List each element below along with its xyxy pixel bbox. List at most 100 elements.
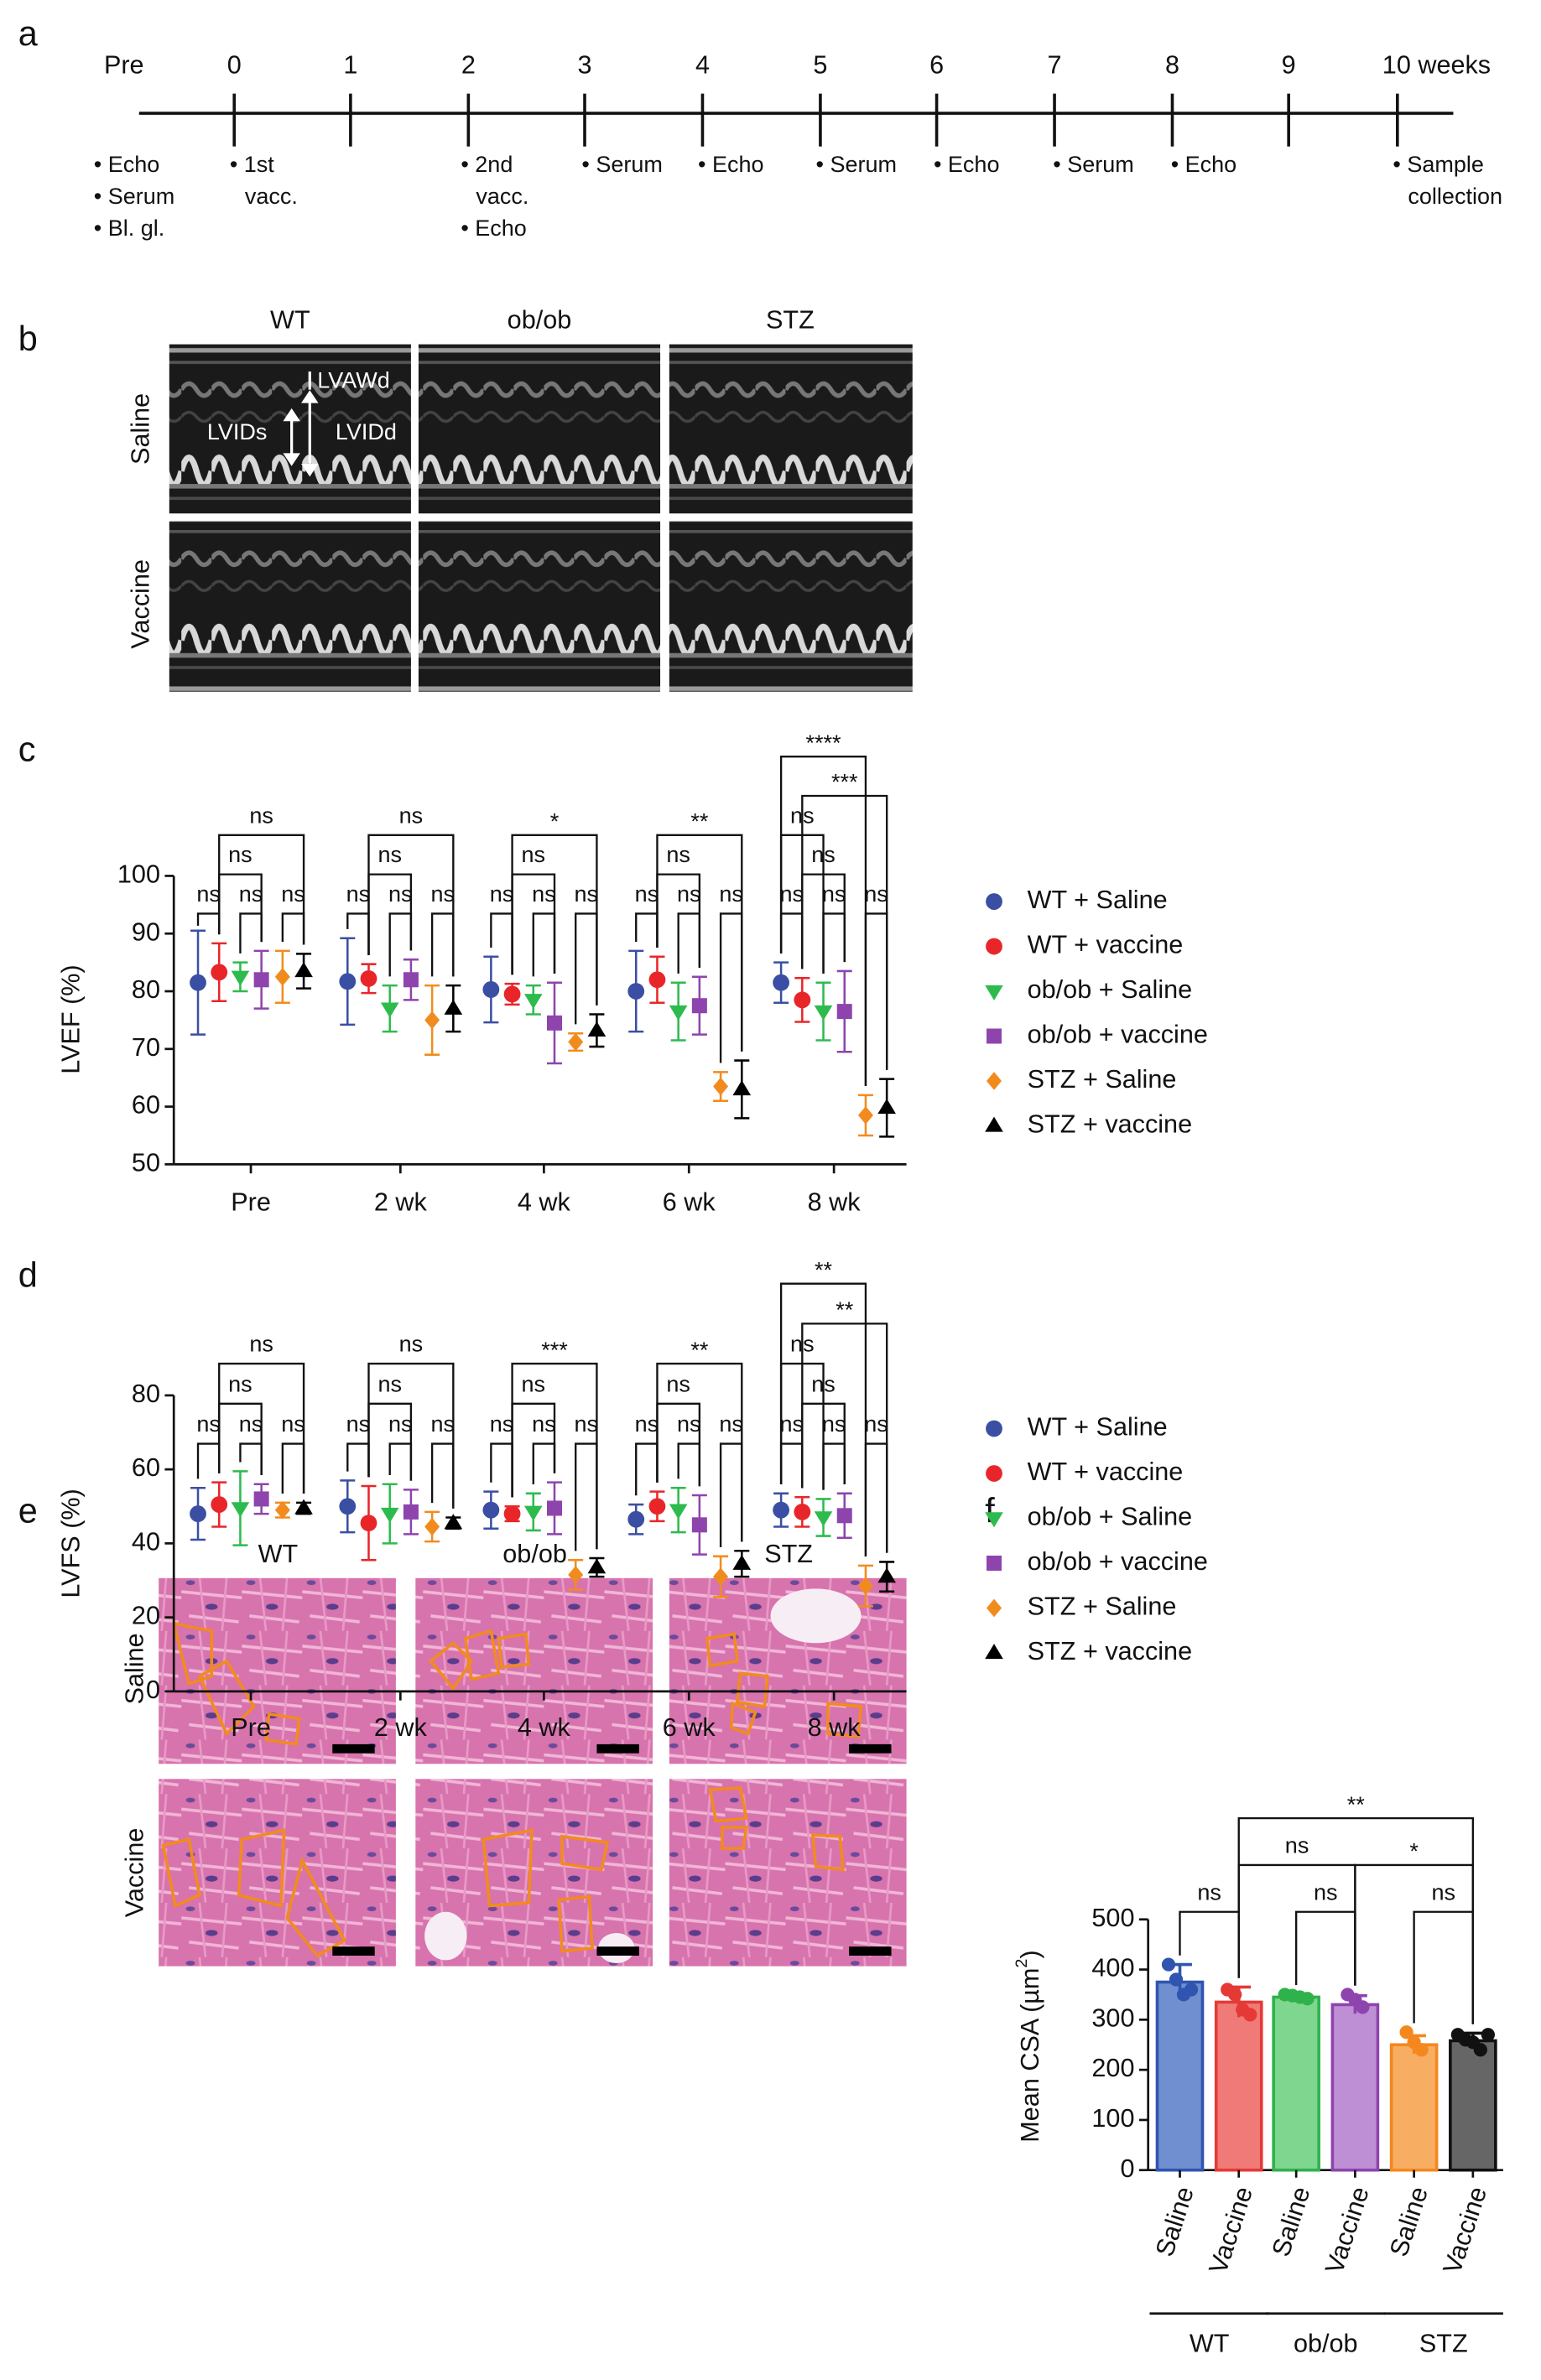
sig-bracket bbox=[532, 1442, 556, 1485]
sig-label: ns bbox=[779, 1411, 804, 1437]
y-tick-label: 0 bbox=[146, 1676, 160, 1704]
group-label: ob/ob bbox=[1294, 2330, 1358, 2358]
y-tick-label: 90 bbox=[132, 917, 160, 946]
column-label: ob/ob bbox=[502, 1540, 567, 1568]
marker bbox=[857, 1106, 873, 1125]
sig-label: ns bbox=[249, 1332, 273, 1357]
marker bbox=[211, 964, 228, 981]
marker bbox=[424, 1011, 440, 1030]
x-tick-label: Saline bbox=[1267, 2183, 1316, 2259]
sig-label: ns bbox=[377, 842, 402, 867]
sig-bracket bbox=[388, 1442, 413, 1481]
legend-label: WT + Saline bbox=[1028, 1413, 1168, 1442]
sig-label: * bbox=[1409, 1839, 1419, 1864]
marker bbox=[773, 974, 790, 991]
marker bbox=[190, 1505, 206, 1522]
marker bbox=[587, 1021, 607, 1037]
sig-label: ns bbox=[822, 1411, 846, 1437]
timeline-note: • 1st bbox=[230, 152, 274, 177]
sig-label: *** bbox=[541, 1338, 568, 1363]
sig-bracket bbox=[490, 1442, 513, 1498]
marker bbox=[482, 1501, 500, 1519]
data-point bbox=[1473, 2043, 1487, 2057]
sig-label: ns bbox=[228, 1371, 252, 1396]
timeline-note: • Serum bbox=[94, 184, 174, 209]
sig-label: ns bbox=[666, 842, 690, 867]
sig-bracket bbox=[1413, 1910, 1475, 2024]
y-tick-label: 100 bbox=[1091, 2104, 1134, 2133]
row-label: Vaccine bbox=[120, 1828, 148, 1918]
marker bbox=[339, 1498, 357, 1515]
echo-arrows bbox=[283, 371, 319, 477]
sig-label: ns bbox=[864, 1411, 888, 1437]
sig-label: **** bbox=[806, 730, 842, 756]
sig-label: ns bbox=[677, 1411, 701, 1437]
marker bbox=[231, 970, 250, 986]
marker bbox=[211, 1496, 228, 1513]
bar bbox=[1214, 2000, 1263, 2172]
legend-marker bbox=[985, 1512, 1003, 1528]
sig-label: ns bbox=[430, 1411, 455, 1437]
data-point bbox=[1228, 1988, 1242, 2002]
y-tick-label: 0 bbox=[1120, 2154, 1134, 2183]
panel-label: d bbox=[18, 1255, 38, 1294]
bar bbox=[1330, 2003, 1380, 2172]
marker bbox=[253, 972, 269, 988]
timeline-note: • Bl. gl. bbox=[94, 216, 164, 241]
panel-label: b bbox=[18, 320, 38, 358]
sig-bracket bbox=[779, 1442, 804, 1489]
sig-label: * bbox=[550, 809, 560, 834]
x-tick-label: 8 wk bbox=[808, 1713, 862, 1742]
sig-label: ns bbox=[249, 803, 273, 828]
sig-bracket bbox=[779, 1282, 867, 1557]
marker bbox=[482, 981, 500, 998]
marker bbox=[360, 969, 377, 987]
marker bbox=[523, 1505, 543, 1521]
marker bbox=[360, 1515, 377, 1532]
legend-marker bbox=[985, 1116, 1003, 1132]
marker bbox=[713, 1077, 729, 1096]
sig-label: ns bbox=[532, 1411, 556, 1437]
y-axis-label-part: ) bbox=[1016, 1950, 1044, 1958]
sig-bracket bbox=[801, 1323, 888, 1553]
y-axis-label: Mean CSA (µm2) bbox=[1013, 1950, 1044, 2142]
legend-label: STZ + vaccine bbox=[1028, 1637, 1192, 1665]
bar bbox=[1389, 2043, 1439, 2172]
y-axis-label-part: Mean CSA (µm bbox=[1016, 1968, 1044, 2143]
marker bbox=[814, 1005, 833, 1021]
timeline-note: • Serum bbox=[816, 152, 897, 177]
data-point bbox=[1356, 2000, 1370, 2014]
echo-annotation: LVIDd bbox=[336, 419, 397, 444]
y-tick-label: 100 bbox=[117, 860, 160, 889]
y-tick-label: 20 bbox=[132, 1602, 160, 1630]
marker bbox=[424, 1517, 440, 1536]
legend-marker bbox=[987, 1598, 1002, 1618]
sig-label: ns bbox=[388, 1411, 413, 1437]
data-point bbox=[1243, 2008, 1257, 2022]
timeline-label: 9 bbox=[1282, 50, 1296, 79]
legend-marker bbox=[987, 1028, 1002, 1044]
echo-annotation: LVIDs bbox=[207, 419, 268, 444]
timeline-label: Pre bbox=[104, 50, 144, 79]
column-label: WT bbox=[270, 306, 310, 335]
x-tick-label: Vaccine bbox=[1438, 2183, 1492, 2277]
sig-label: ns bbox=[281, 1411, 305, 1437]
sig-label: ns bbox=[779, 881, 804, 907]
timeline-note: • Echo bbox=[1171, 152, 1237, 177]
sig-label: ns bbox=[811, 842, 836, 867]
sig-label: ns bbox=[666, 1371, 690, 1396]
marker bbox=[648, 1498, 666, 1515]
sig-bracket bbox=[719, 912, 743, 1063]
sig-bracket bbox=[346, 1442, 370, 1478]
sig-bracket bbox=[1179, 1910, 1240, 1978]
sig-label: ns bbox=[1285, 1832, 1309, 1858]
sig-label: ns bbox=[239, 881, 263, 907]
x-tick-label: Saline bbox=[1384, 2183, 1434, 2259]
sig-label: ns bbox=[1197, 1879, 1221, 1905]
bar bbox=[1449, 2039, 1497, 2172]
sig-bracket bbox=[367, 1362, 455, 1509]
sig-label: ns bbox=[677, 881, 701, 907]
legend-marker bbox=[987, 1072, 1002, 1090]
marker bbox=[691, 998, 707, 1014]
cell-outlines bbox=[161, 1621, 863, 1958]
